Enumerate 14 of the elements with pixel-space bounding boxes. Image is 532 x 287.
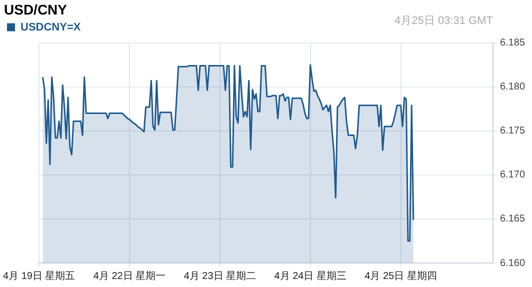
y-tick-label: 6.160 (500, 258, 526, 269)
chart-title: USD/CNY (4, 1, 68, 18)
x-tick-label: 4月 23日 星期二 (184, 270, 256, 282)
x-tick-label: 4月 25日 星期四 (364, 270, 437, 282)
x-tick-label: 4月 22日 星期一 (93, 270, 166, 282)
x-tick-label: 4月 24日 星期三 (274, 270, 346, 282)
y-tick-label: 6.165 (500, 214, 526, 225)
y-tick-label: 6.180 (500, 82, 526, 93)
x-tick-label: 4月 19日 星期五 (2, 270, 76, 282)
y-tick-label: 6.175 (500, 126, 526, 137)
legend-label: USDCNY=X (20, 21, 82, 34)
y-tick-label: 6.185 (500, 38, 526, 49)
text: 4月25日 03:31 GMT (394, 15, 494, 28)
y-tick-label: 6.170 (500, 170, 526, 181)
